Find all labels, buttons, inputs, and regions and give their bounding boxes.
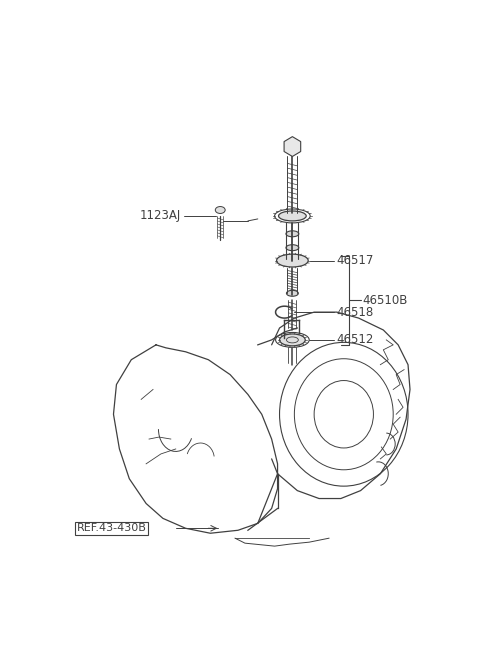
Text: 46517: 46517 bbox=[337, 254, 374, 267]
Text: 46518: 46518 bbox=[337, 306, 374, 318]
Polygon shape bbox=[284, 137, 300, 157]
Text: 46510B: 46510B bbox=[362, 293, 408, 307]
Ellipse shape bbox=[278, 211, 306, 221]
Ellipse shape bbox=[286, 141, 300, 151]
Text: 1123AJ: 1123AJ bbox=[140, 210, 180, 223]
Text: 46512: 46512 bbox=[337, 333, 374, 346]
Ellipse shape bbox=[286, 231, 299, 236]
Text: REF.43-430B: REF.43-430B bbox=[77, 523, 147, 533]
Ellipse shape bbox=[279, 334, 305, 346]
Ellipse shape bbox=[286, 245, 299, 251]
Ellipse shape bbox=[287, 290, 298, 296]
Ellipse shape bbox=[216, 206, 225, 214]
Ellipse shape bbox=[276, 254, 308, 267]
